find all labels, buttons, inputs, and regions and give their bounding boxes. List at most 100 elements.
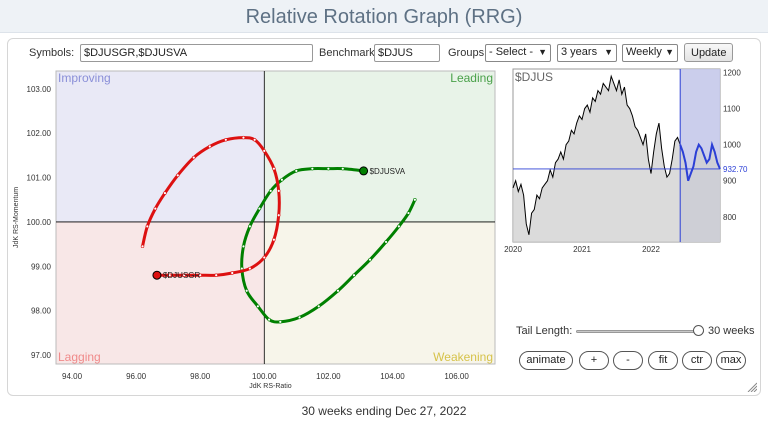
quadrant-leading xyxy=(264,71,495,222)
benchmark-last-value: 932.70 xyxy=(723,165,748,174)
tail-point xyxy=(341,166,345,171)
chevron-down-icon: ▼ xyxy=(604,47,613,57)
tail-point xyxy=(278,320,283,324)
benchmark-y-tick: 1200 xyxy=(723,69,741,78)
quadrant-label-leading: Leading xyxy=(450,71,493,85)
slider-track xyxy=(576,330,704,333)
tail-point xyxy=(248,266,252,271)
x-tick-label: 100.00 xyxy=(252,372,277,381)
update-button[interactable]: Update xyxy=(684,43,734,62)
benchmark-title: $DJUS xyxy=(515,70,553,84)
tail-point xyxy=(214,273,218,277)
quadrant-improving xyxy=(56,71,265,222)
center-button[interactable]: ctr xyxy=(682,351,712,370)
y-tick-label: 98.00 xyxy=(31,307,52,316)
max-button[interactable]: max xyxy=(716,351,746,370)
tail-point xyxy=(241,135,246,140)
benchmark-y-tick: 1100 xyxy=(723,105,741,114)
chevron-down-icon: ▼ xyxy=(538,47,547,57)
series-head xyxy=(152,270,162,280)
groups-select[interactable]: - Select - ▼ xyxy=(485,44,551,62)
quadrant-label-improving: Improving xyxy=(58,71,111,85)
tail-length-slider[interactable] xyxy=(576,325,704,337)
tail-point xyxy=(224,138,228,142)
tail-point xyxy=(406,211,411,215)
x-tick-label: 106.00 xyxy=(444,372,469,381)
y-axis-label: JdK RS-Momentum xyxy=(13,187,20,248)
title-bar: Relative Rotation Graph (RRG) xyxy=(0,0,768,33)
benchmark-label: Benchmark: xyxy=(319,47,378,59)
tail-point xyxy=(384,240,388,244)
footer-caption: 30 weeks ending Dec 27, 2022 xyxy=(301,404,467,418)
y-tick-label: 103.00 xyxy=(27,85,52,94)
tail-point xyxy=(198,273,202,277)
series-label: $DJUSGR xyxy=(163,271,201,280)
tail-point xyxy=(294,169,299,173)
tail-point xyxy=(230,271,234,275)
tail-point xyxy=(163,191,167,195)
slider-thumb[interactable] xyxy=(693,325,704,336)
tail-point xyxy=(368,257,372,262)
benchmark-input[interactable] xyxy=(374,44,440,62)
page-title: Relative Rotation Graph (RRG) xyxy=(245,6,523,28)
tail-point xyxy=(280,178,284,182)
x-tick-label: 98.00 xyxy=(190,372,211,381)
x-tick-label: 104.00 xyxy=(380,372,405,381)
tail-point xyxy=(257,206,262,211)
tail-point xyxy=(140,244,145,249)
symbols-input[interactable] xyxy=(80,44,313,62)
tail-point xyxy=(272,166,276,171)
tail-point xyxy=(262,149,266,153)
period-select-value: 3 years xyxy=(561,46,598,58)
y-tick-label: 101.00 xyxy=(27,174,52,183)
tail-point xyxy=(256,304,260,308)
tail-point xyxy=(182,273,186,277)
price-line-highlight xyxy=(679,140,721,182)
tail-point xyxy=(244,289,249,293)
tail-point xyxy=(145,224,150,229)
quadrant-weakening xyxy=(264,221,495,364)
resize-grip-icon[interactable] xyxy=(747,382,757,392)
series-label: $DJUSVA xyxy=(370,167,406,176)
tail-point xyxy=(297,315,302,320)
tail-point xyxy=(268,189,273,193)
x-axis-label: JdK RS-Ratio xyxy=(249,383,292,390)
period-select[interactable]: 3 years ▼ xyxy=(557,44,617,62)
quadrant-lagging xyxy=(56,221,265,364)
benchmark-y-tick: 800 xyxy=(723,213,737,222)
tail-point xyxy=(267,317,271,322)
x-tick-label: 96.00 xyxy=(126,372,147,381)
tail-length-label: Tail Length: xyxy=(516,325,573,337)
quadrant-label-lagging: Lagging xyxy=(58,350,101,364)
frequency-select[interactable]: Weekly ▼ xyxy=(622,44,678,62)
plot-frame xyxy=(55,70,496,365)
tail-point xyxy=(153,206,158,211)
fit-button[interactable]: fit xyxy=(648,351,678,370)
frequency-select-value: Weekly xyxy=(626,46,662,58)
tail-point xyxy=(176,173,180,178)
rrg-chart[interactable]: Improving Leading Lagging Weakening 94.00 96.… xyxy=(8,39,503,397)
y-tick-label: 102.00 xyxy=(27,129,52,138)
benchmark-x-tick: 2020 xyxy=(504,245,522,254)
groups-select-value: - Select - xyxy=(489,46,534,58)
y-tick-label: 99.00 xyxy=(31,262,52,271)
toolbar: Symbols: Benchmark: Groups: - Select -▼ … xyxy=(8,43,762,63)
animate-button[interactable]: animate xyxy=(519,351,573,370)
tail-point xyxy=(317,304,321,308)
benchmark-y-tick: 900 xyxy=(723,177,737,186)
tail-point xyxy=(277,213,281,217)
y-tick-label: 97.00 xyxy=(31,351,52,360)
zoom-out-button[interactable]: - xyxy=(613,351,643,370)
x-tick-label: 102.00 xyxy=(316,372,341,381)
tail-point xyxy=(310,166,315,171)
tail-point xyxy=(192,155,196,160)
tail-point xyxy=(397,224,401,229)
y-tick-label: 100.00 xyxy=(27,218,52,227)
benchmark-x-tick: 2021 xyxy=(573,245,591,254)
tail-point xyxy=(262,255,266,260)
rrg-panel: Symbols: Benchmark: Groups: - Select -▼ … xyxy=(7,38,761,396)
tail-point xyxy=(168,273,172,277)
tail-point xyxy=(241,244,246,249)
zoom-in-button[interactable]: + xyxy=(579,351,609,370)
tail-point xyxy=(326,166,331,171)
